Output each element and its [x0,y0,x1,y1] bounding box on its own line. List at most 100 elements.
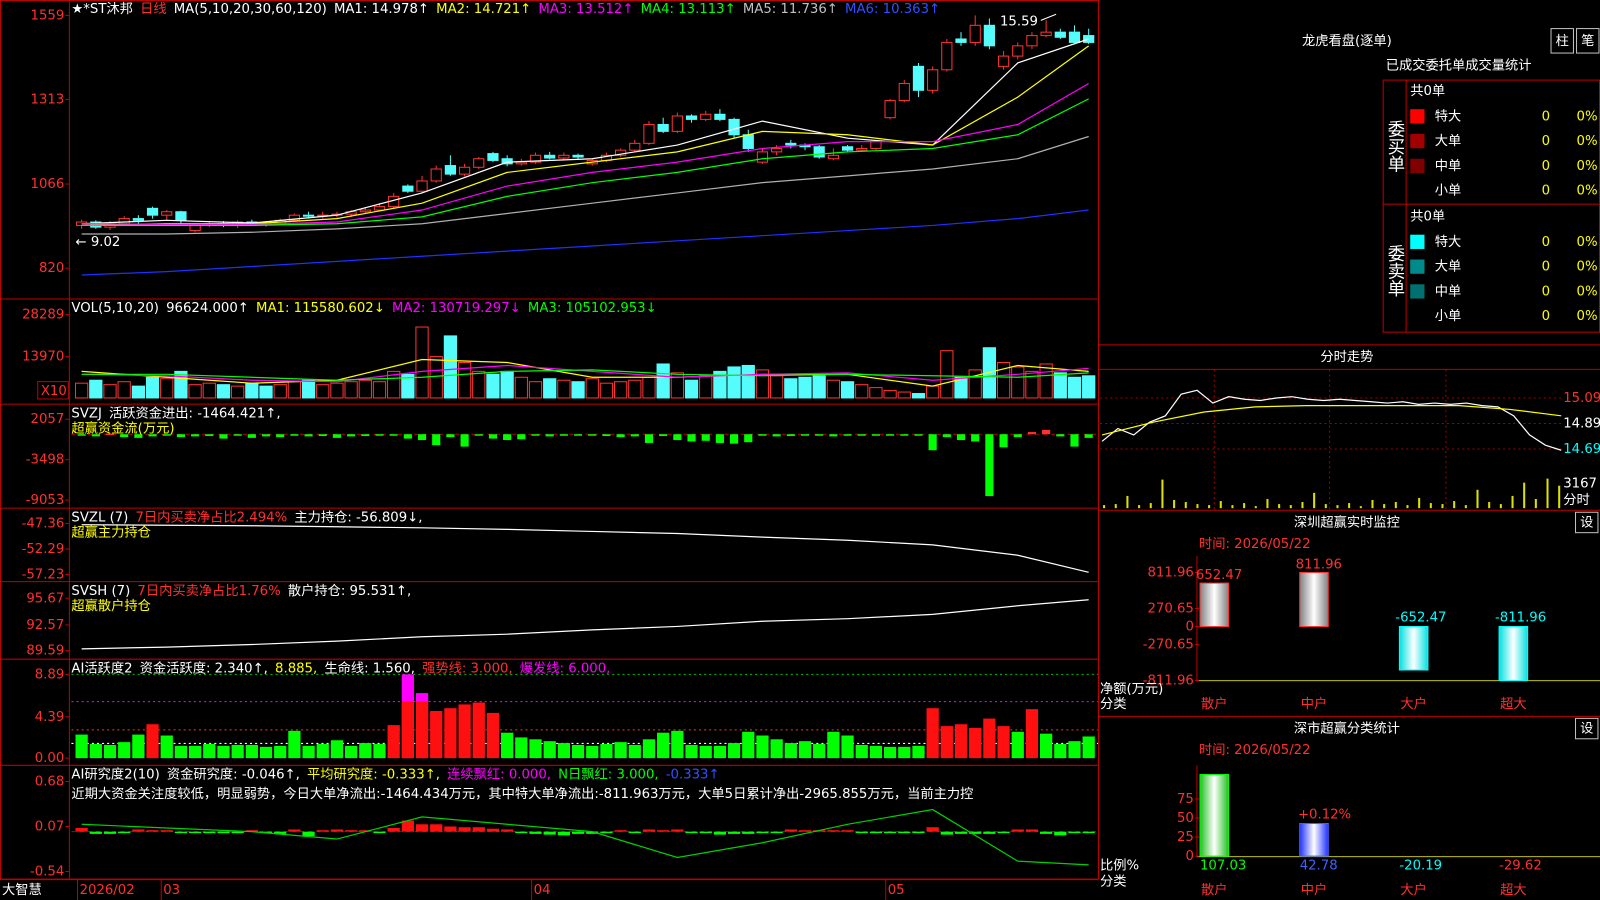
research-bar [529,831,542,834]
research-bar [75,827,88,832]
candle-body [373,206,386,211]
flow-bar [744,434,753,443]
flow-bar [616,434,625,438]
header-item: 资金研究度: -0.046↑, [167,766,300,782]
button-box[interactable] [1550,28,1574,54]
activity-bar [345,745,358,759]
flow-bar [545,434,554,437]
header-item: 平均研究度: -0.333↑, [307,766,440,782]
y-tick-label: 14.69 [1563,442,1600,457]
panel-header: SVZL (7) 7日内买卖净占比2.494% 主力持仓: -56.809↓, [71,509,422,525]
research-bar [1011,829,1024,832]
value-label: -811.96 [1495,610,1546,625]
panel-subtitle: 已成交委托单成交量统计 [1386,56,1532,73]
flow-bar [1084,434,1093,438]
header-item: 7日内买卖净占比1.76% [137,583,280,599]
research-bar [486,828,500,832]
candle-body [132,218,144,221]
research-bar [940,831,953,835]
flow-bar [432,434,441,446]
candle-body [146,207,159,216]
panel-header: 近期大资金关注度较低，明显弱势，今日大单净流出:-1464.434万元，其中特大… [71,785,973,802]
flow-bar [389,434,398,436]
date-label: 2026/02 [80,883,135,898]
flow-bar [999,434,1008,448]
activity-bar [855,744,868,759]
candle-body [728,118,740,136]
row-count: 0 [1542,235,1550,250]
row-name: 小单 [1435,183,1462,199]
candle-body [1012,45,1024,57]
ma-line [81,45,1090,227]
volume-bar [954,376,968,399]
side-label: 委买单 [1384,120,1405,172]
flow-bar [120,434,129,438]
activity-bar [671,730,684,759]
activity-bar [1011,731,1024,759]
volume-bar [358,379,372,399]
row-pct: 0% [1577,235,1598,250]
flow-bar [573,434,583,436]
research-bar [983,831,996,834]
research-bar [912,831,925,834]
y-tick-label: 0 [1185,620,1193,635]
candle-body [813,146,825,158]
flow-bar [1070,434,1079,447]
research-bar [756,831,769,834]
volume-bar [245,382,259,399]
research-bar [316,830,329,832]
button-box[interactable] [1576,28,1600,54]
activity-bar [330,740,344,759]
volume-bar [699,375,713,399]
flow-bar [91,434,100,437]
flow-bar [857,434,866,436]
header-item: MA2: 14.721↑ [436,2,531,17]
header-item: MA2: 130719.297↓ [392,301,521,316]
header-item: 96624.000↑ [166,301,249,316]
research-bar [827,830,840,832]
activity-bar [259,746,273,759]
y-axis-label: 比例% [1100,857,1139,873]
button-box[interactable] [1575,511,1599,534]
header-item: 7日内买卖净占比2.494% [135,509,287,525]
volume-bar [188,384,202,399]
volume-bar [656,363,670,399]
research-bar [160,830,173,832]
time-label: 时间: 2026/05/22 [1199,742,1311,758]
flow-bar [162,434,171,436]
volume-bar [287,381,302,399]
row-pct: 0% [1577,109,1598,124]
volume-bar [528,381,543,399]
button-box[interactable] [1575,717,1599,740]
candle-body [529,154,542,163]
volume-bar [642,376,656,399]
flow-bar [219,434,228,439]
orders-box [1382,79,1600,333]
activity-bar [940,726,953,759]
activity-bar-base [415,701,429,759]
volume-bar [812,375,826,399]
y-tick-label: -0.54 [30,864,64,879]
row-pct: 0% [1577,309,1598,324]
candle-body [1026,35,1038,47]
header-item: MA3: 105102.953↓ [528,301,657,316]
y-tick-label: 95.67 [26,591,64,606]
volume-bar [543,378,557,399]
activity-bar [954,724,968,759]
activity-bar [614,742,627,759]
volume-bar [883,390,897,399]
activity-bar [89,744,102,759]
research-bar [188,831,202,834]
y-tick-label: 28289 [22,307,64,322]
activity-bar [586,745,599,759]
activity-bar [798,741,812,759]
vol-ma-line [81,358,1089,387]
y-tick-label: -52.29 [22,542,65,557]
research-bar [1082,831,1095,834]
row-count: 0 [1542,109,1550,124]
x-tick-label: 大户 [1400,881,1427,898]
candle-body [955,38,967,43]
candle-body [884,100,896,119]
flow-bar [247,434,256,438]
